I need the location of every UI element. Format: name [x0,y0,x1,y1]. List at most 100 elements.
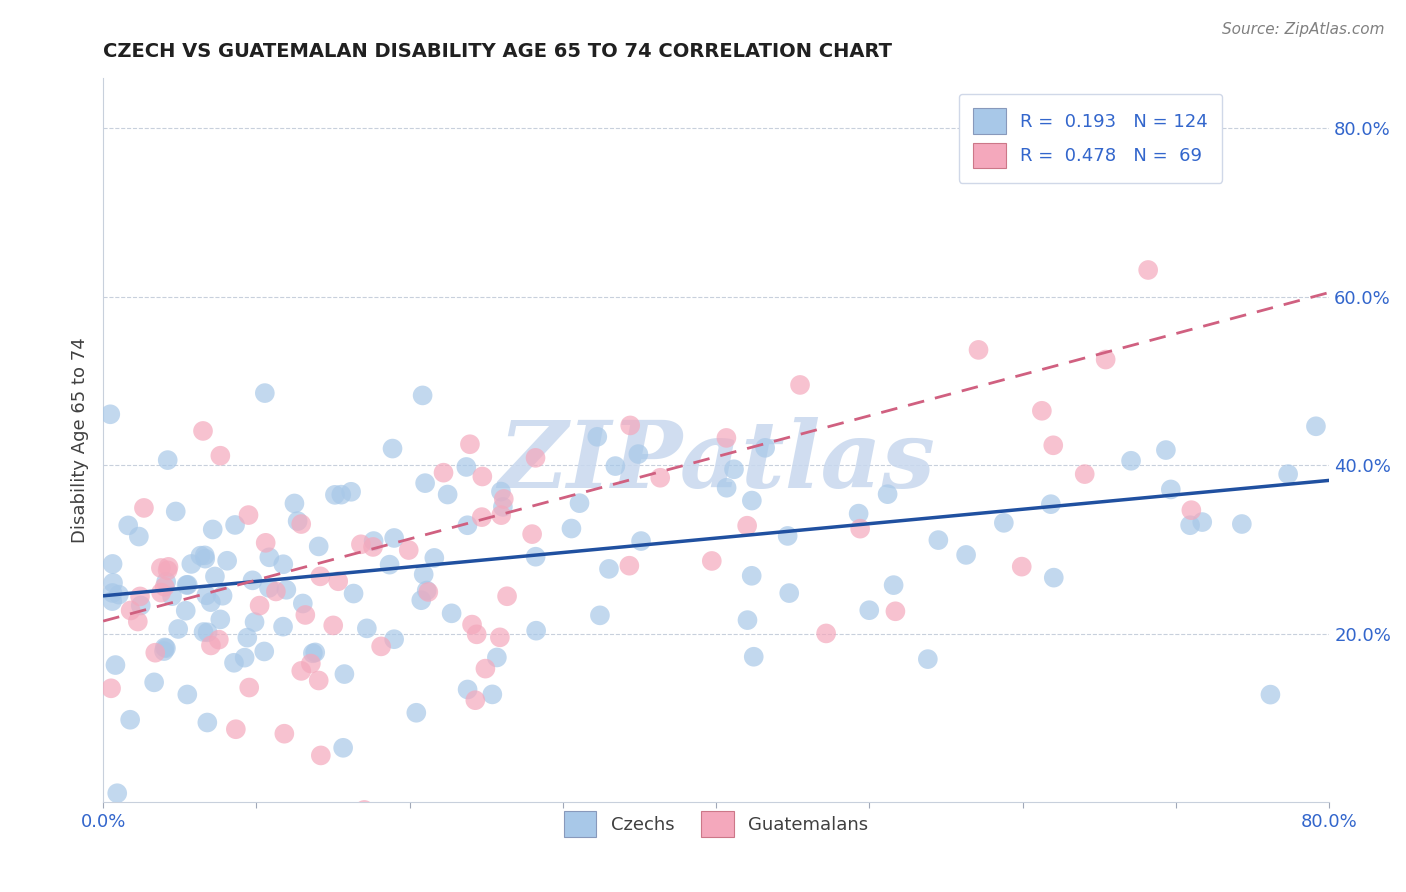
Point [200,639,222,653]
Point [815,626,838,640]
Point [259,550,281,565]
Point [160,589,183,603]
Point [342,586,364,600]
Point [291,597,314,611]
Point [737,613,759,627]
Point [598,562,620,576]
Point [1154,443,1177,458]
Point [848,507,870,521]
Point [1039,497,1062,511]
Point [100,681,122,696]
Point [411,593,433,607]
Point [1011,559,1033,574]
Point [361,540,384,554]
Point [153,580,176,594]
Point [108,588,131,602]
Point [474,662,496,676]
Point [370,640,392,654]
Point [457,682,479,697]
Point [1260,688,1282,702]
Point [150,585,173,599]
Point [1305,419,1327,434]
Point [927,533,949,547]
Point [458,437,481,451]
Point [1031,404,1053,418]
Point [741,569,763,583]
Point [309,569,332,583]
Point [233,650,256,665]
Point [271,620,294,634]
Point [716,481,738,495]
Point [1178,518,1201,533]
Point [308,540,330,554]
Point [194,551,217,566]
Point [858,603,880,617]
Point [328,574,350,589]
Point [496,589,519,603]
Point [176,578,198,592]
Point [332,740,354,755]
Point [1230,516,1253,531]
Point [917,652,939,666]
Point [128,530,150,544]
Point [204,569,226,583]
Point [353,803,375,817]
Point [405,706,427,720]
Point [238,681,260,695]
Point [273,727,295,741]
Point [492,491,515,506]
Point [180,557,202,571]
Point [605,459,627,474]
Point [194,549,217,563]
Point [378,558,401,572]
Point [156,453,179,467]
Point [700,554,723,568]
Point [381,442,404,456]
Point [993,516,1015,530]
Point [209,612,232,626]
Point [456,518,478,533]
Point [489,631,512,645]
Point [735,518,758,533]
Point [955,548,977,562]
Point [1042,571,1064,585]
Point [471,510,494,524]
Point [485,650,508,665]
Point [191,424,214,438]
Point [253,644,276,658]
Point [382,632,405,647]
Point [382,531,405,545]
Point [299,657,322,671]
Point [217,554,239,568]
Point [143,646,166,660]
Point [432,466,454,480]
Point [195,715,218,730]
Point [492,500,515,514]
Point [619,558,641,573]
Point [333,667,356,681]
Point [243,615,266,629]
Point [1119,454,1142,468]
Text: Source: ZipAtlas.com: Source: ZipAtlas.com [1222,22,1385,37]
Point [323,488,346,502]
Point [1137,263,1160,277]
Point [413,476,436,491]
Point [741,493,763,508]
Point [489,508,512,523]
Point [120,603,142,617]
Point [560,522,582,536]
Point [101,594,124,608]
Point [236,631,259,645]
Point [589,608,612,623]
Point [101,586,124,600]
Point [308,673,330,688]
Point [568,496,591,510]
Point [309,748,332,763]
Point [461,617,484,632]
Point [254,536,277,550]
Point [190,549,212,563]
Point [101,575,124,590]
Point [481,687,503,701]
Point [363,534,385,549]
Point [105,786,128,800]
